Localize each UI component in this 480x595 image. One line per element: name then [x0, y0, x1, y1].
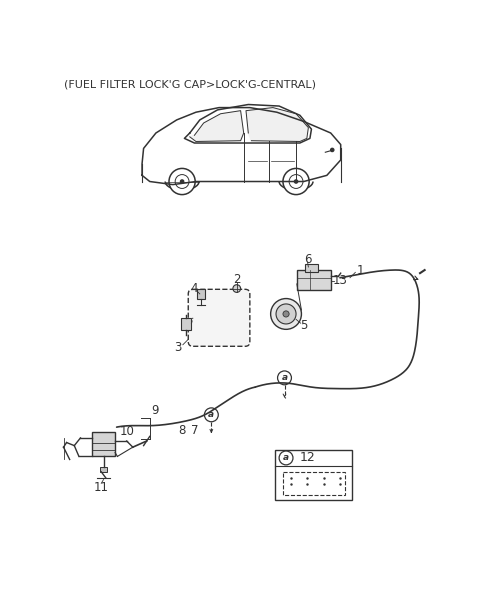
- Text: a: a: [208, 411, 215, 419]
- Bar: [283, 472, 345, 495]
- Circle shape: [276, 304, 296, 324]
- Text: 5: 5: [300, 319, 307, 332]
- Text: 6: 6: [304, 253, 312, 266]
- Text: 12: 12: [300, 452, 315, 465]
- Circle shape: [169, 168, 195, 195]
- Text: 4: 4: [190, 282, 197, 295]
- Circle shape: [283, 168, 309, 195]
- Circle shape: [279, 451, 293, 465]
- Circle shape: [204, 408, 218, 422]
- FancyBboxPatch shape: [188, 289, 250, 346]
- Bar: [275, 450, 352, 500]
- Text: a: a: [283, 453, 289, 462]
- Text: 8: 8: [179, 424, 186, 437]
- Text: 1: 1: [356, 264, 364, 277]
- Text: a: a: [281, 373, 288, 383]
- Bar: [297, 270, 331, 290]
- Text: 9: 9: [151, 403, 159, 416]
- Circle shape: [330, 148, 335, 152]
- Circle shape: [180, 179, 184, 184]
- Text: 11: 11: [94, 481, 109, 494]
- Text: (FUEL FILTER LOCK'G CAP>LOCK'G-CENTRAL): (FUEL FILTER LOCK'G CAP>LOCK'G-CENTRAL): [64, 79, 316, 89]
- Circle shape: [277, 371, 291, 385]
- Bar: [197, 289, 205, 299]
- Bar: [304, 264, 318, 271]
- Text: 10: 10: [119, 425, 134, 439]
- Polygon shape: [190, 111, 244, 142]
- Circle shape: [283, 311, 289, 317]
- Circle shape: [271, 299, 301, 330]
- Bar: [92, 432, 115, 456]
- Text: 3: 3: [175, 340, 182, 353]
- Bar: [180, 318, 192, 330]
- Text: 2: 2: [233, 273, 240, 286]
- Circle shape: [294, 179, 299, 184]
- Polygon shape: [246, 108, 308, 142]
- Text: 7: 7: [191, 424, 198, 437]
- Bar: [100, 467, 108, 472]
- Text: 13: 13: [333, 274, 348, 287]
- Circle shape: [233, 284, 240, 292]
